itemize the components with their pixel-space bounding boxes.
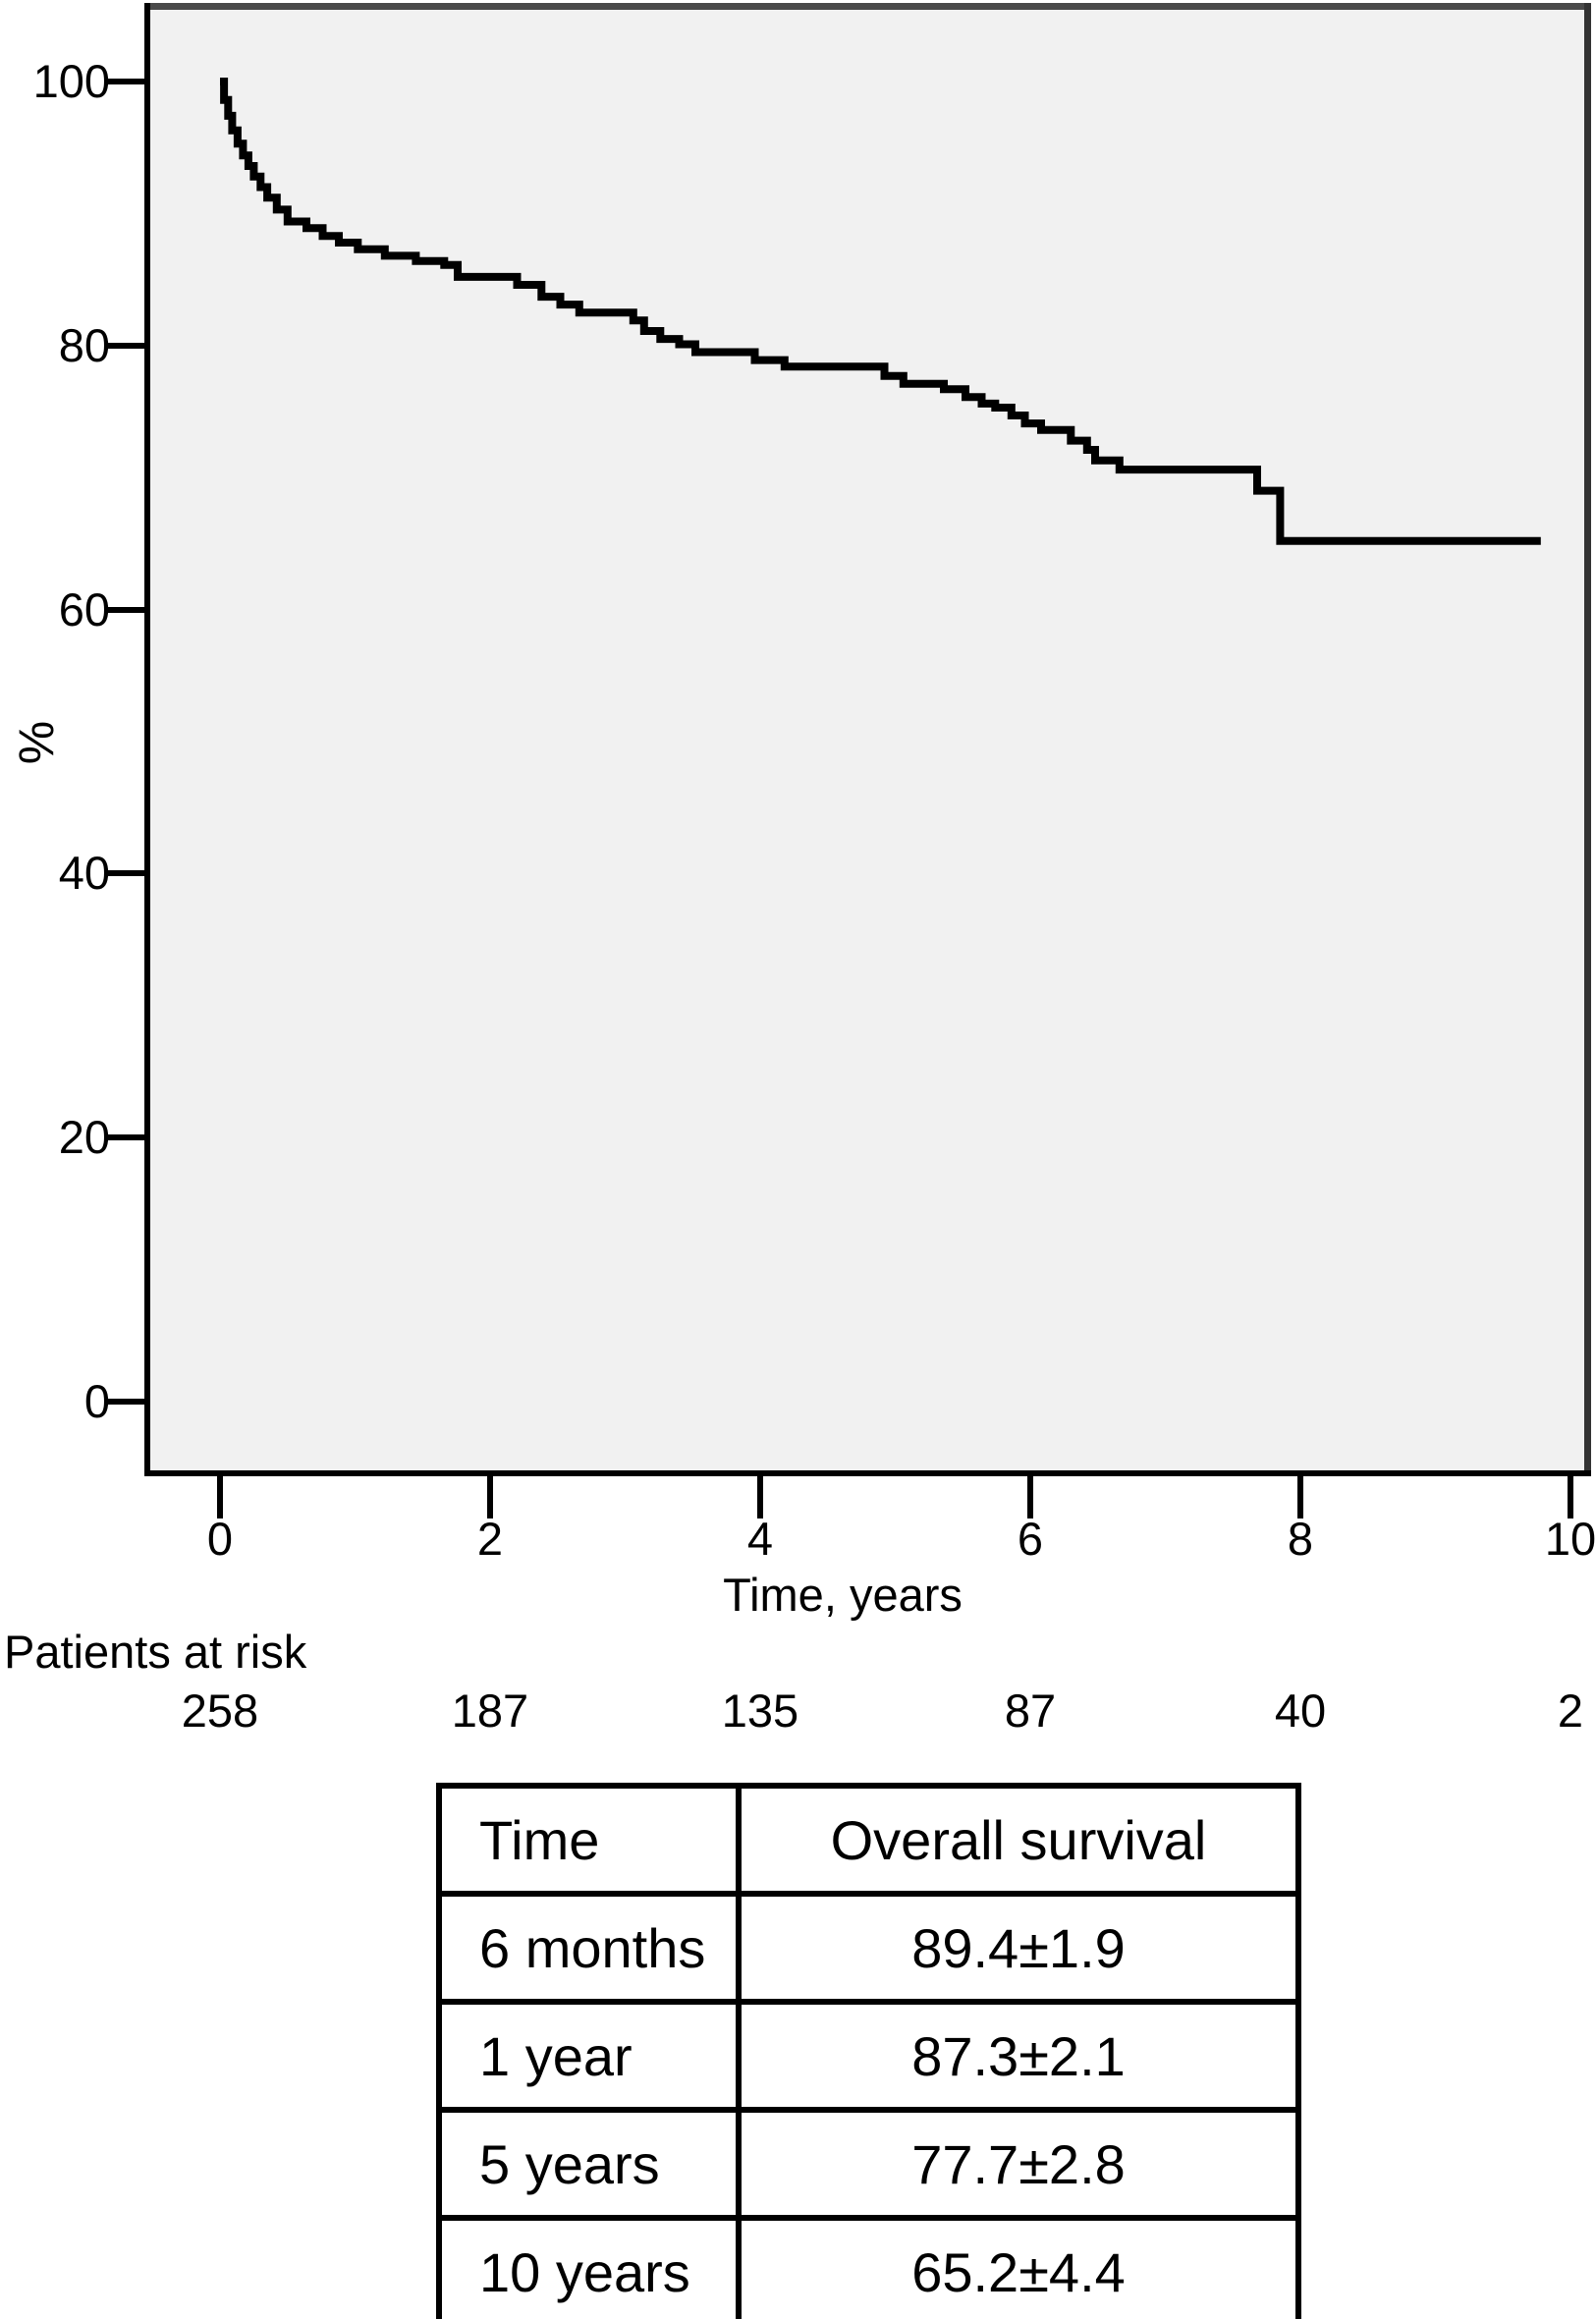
x-tick-label: 0 <box>206 1513 234 1565</box>
at-risk-count: 2 <box>1557 1684 1584 1737</box>
y-axis-title: % <box>9 720 64 765</box>
y-tick-label: 20 <box>58 1111 110 1164</box>
y-tick-mark <box>104 1134 147 1141</box>
table-header-row: Time Overall survival <box>436 1783 1301 1897</box>
x-tick-mark <box>1568 1475 1573 1518</box>
at-risk-count: 187 <box>451 1684 529 1737</box>
y-tick-label: 0 <box>83 1375 110 1427</box>
y-tick-label: 60 <box>58 582 110 635</box>
y-tick-label: 80 <box>58 318 110 371</box>
y-tick-mark <box>104 870 147 877</box>
y-axis-line <box>144 3 150 1475</box>
x-tick-label: 6 <box>1017 1513 1044 1565</box>
x-tick-label: 8 <box>1287 1513 1314 1565</box>
kaplan-meier-plot <box>220 78 1541 545</box>
survival-summary-table: Time Overall survival 6 months 89.4±1.9 1 … <box>436 1783 1301 2319</box>
table-cell-time: 6 months <box>436 1891 742 2005</box>
at-risk-count: 135 <box>721 1684 799 1737</box>
y-tick-mark <box>104 342 147 349</box>
x-tick-mark <box>1027 1475 1033 1518</box>
patients-at-risk-label: Patients at risk <box>4 1626 307 1678</box>
table-header-overall-survival: Overall survival <box>736 1783 1301 1897</box>
x-tick-label: 4 <box>746 1513 774 1565</box>
plot-frame-top-border <box>145 3 1591 10</box>
y-tick-mark <box>104 606 147 613</box>
table-cell-time: 10 years <box>436 2215 742 2319</box>
y-tick-mark <box>104 1399 147 1405</box>
at-risk-count: 40 <box>1274 1684 1327 1737</box>
x-axis-title: Time, years <box>723 1569 963 1621</box>
table-cell-time: 1 year <box>436 1999 742 2113</box>
x-tick-mark <box>217 1475 223 1518</box>
y-tick-label: 40 <box>58 847 110 900</box>
table-row: 1 year 87.3±2.1 <box>436 1999 1301 2113</box>
plot-frame-right-border <box>1584 3 1591 1475</box>
x-tick-mark <box>487 1475 493 1518</box>
table-cell-overall-survival: 87.3±2.1 <box>736 1999 1301 2113</box>
y-tick-mark <box>104 79 147 84</box>
y-tick-label: 100 <box>32 55 110 107</box>
table-row: 10 years 65.2±4.4 <box>436 2215 1301 2319</box>
x-tick-label: 10 <box>1544 1513 1596 1565</box>
table-row: 5 years 77.7±2.8 <box>436 2107 1301 2221</box>
table-cell-overall-survival: 89.4±1.9 <box>736 1891 1301 2005</box>
x-axis-line <box>144 1470 1591 1476</box>
table-cell-time: 5 years <box>436 2107 742 2221</box>
table-row: 6 months 89.4±1.9 <box>436 1891 1301 2005</box>
x-tick-mark <box>757 1475 763 1518</box>
table-cell-overall-survival: 77.7±2.8 <box>736 2107 1301 2221</box>
table-header-time: Time <box>436 1783 742 1897</box>
at-risk-count: 258 <box>181 1684 259 1737</box>
at-risk-count: 87 <box>1004 1684 1057 1737</box>
x-tick-label: 2 <box>476 1513 504 1565</box>
x-tick-mark <box>1297 1475 1303 1518</box>
survival-curve <box>220 78 1541 545</box>
table-cell-overall-survival: 65.2±4.4 <box>736 2215 1301 2319</box>
